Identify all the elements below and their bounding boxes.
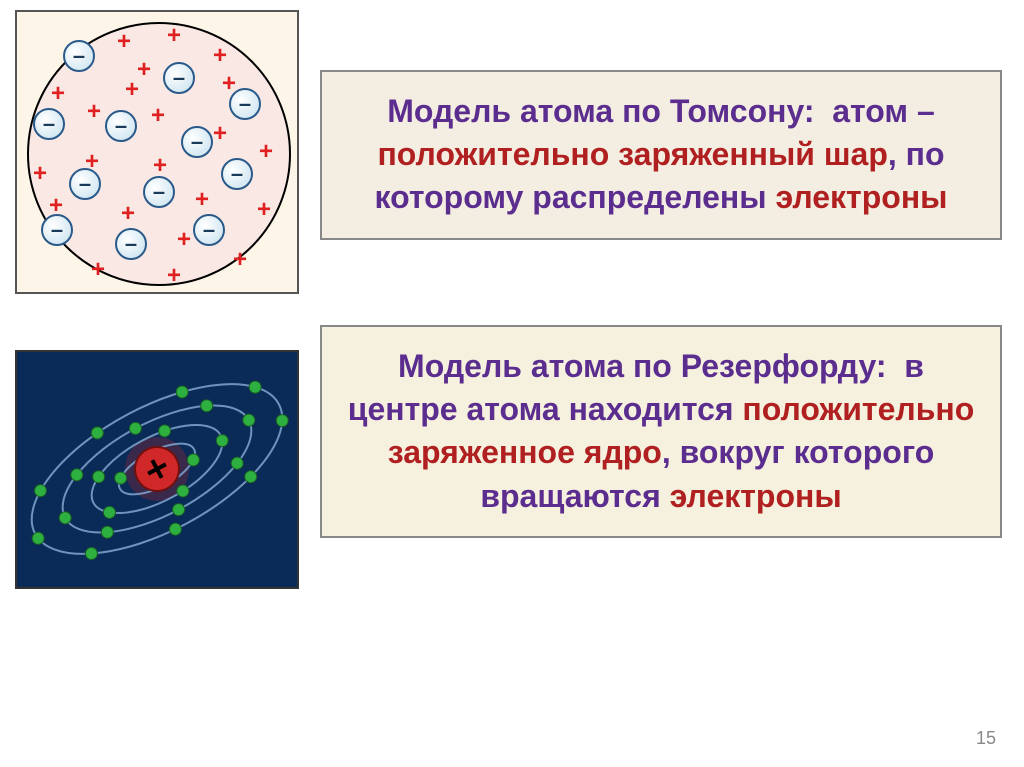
plus-icon: + — [137, 58, 151, 82]
plus-icon: + — [167, 264, 181, 288]
plus-icon: + — [167, 24, 181, 48]
electron-icon: – — [229, 88, 261, 120]
electron-icon: – — [105, 110, 137, 142]
plus-icon: + — [91, 258, 105, 282]
electron-icon: – — [181, 126, 213, 158]
electron-icon: – — [221, 158, 253, 190]
electron-icon: – — [143, 176, 175, 208]
plus-icon: + — [117, 30, 131, 54]
electron-icon: – — [69, 168, 101, 200]
electron-icon: – — [115, 228, 147, 260]
thomson-text-box: Модель атома по Томсону: атом – положите… — [320, 70, 1002, 240]
plus-icon: + — [125, 78, 139, 102]
thomson-model-diagram: ++++++++++++++++++++++–––––––––––– — [15, 10, 299, 294]
plus-icon: + — [153, 154, 167, 178]
thomson-title: Модель атома по Томсону: — [387, 93, 832, 129]
plus-icon: + — [259, 140, 273, 164]
electron-icon: – — [41, 214, 73, 246]
rutherford-title: Модель атома по Резерфорду: — [398, 348, 904, 384]
plus-icon: + — [213, 122, 227, 146]
slide: ++++++++++++++++++++++–––––––––––– Модел… — [0, 0, 1024, 767]
electron-icon: – — [63, 40, 95, 72]
rutherford-highlight2: электроны — [670, 478, 842, 514]
thomson-highlight1: положительно заряженный шар — [377, 136, 887, 172]
plus-icon: + — [121, 202, 135, 226]
plus-icon: + — [87, 100, 101, 124]
electron-icon: – — [193, 214, 225, 246]
plus-icon: + — [195, 188, 209, 212]
plus-icon: + — [151, 104, 165, 128]
rutherford-text-box: Модель атома по Резерфорду: в центре ато… — [320, 325, 1002, 538]
plus-icon: + — [177, 228, 191, 252]
page-number: 15 — [976, 728, 996, 749]
rutherford-model-diagram — [15, 350, 299, 589]
plus-icon: + — [33, 162, 47, 186]
thomson-part1: атом – — [832, 93, 943, 129]
thomson-highlight2: электроны — [775, 179, 947, 215]
plus-icon: + — [257, 198, 271, 222]
rutherford-svg — [17, 352, 297, 587]
electron-icon: – — [163, 62, 195, 94]
plus-icon: + — [233, 248, 247, 272]
plus-icon: + — [51, 82, 65, 106]
plus-icon: + — [213, 44, 227, 68]
electron-icon: – — [33, 108, 65, 140]
